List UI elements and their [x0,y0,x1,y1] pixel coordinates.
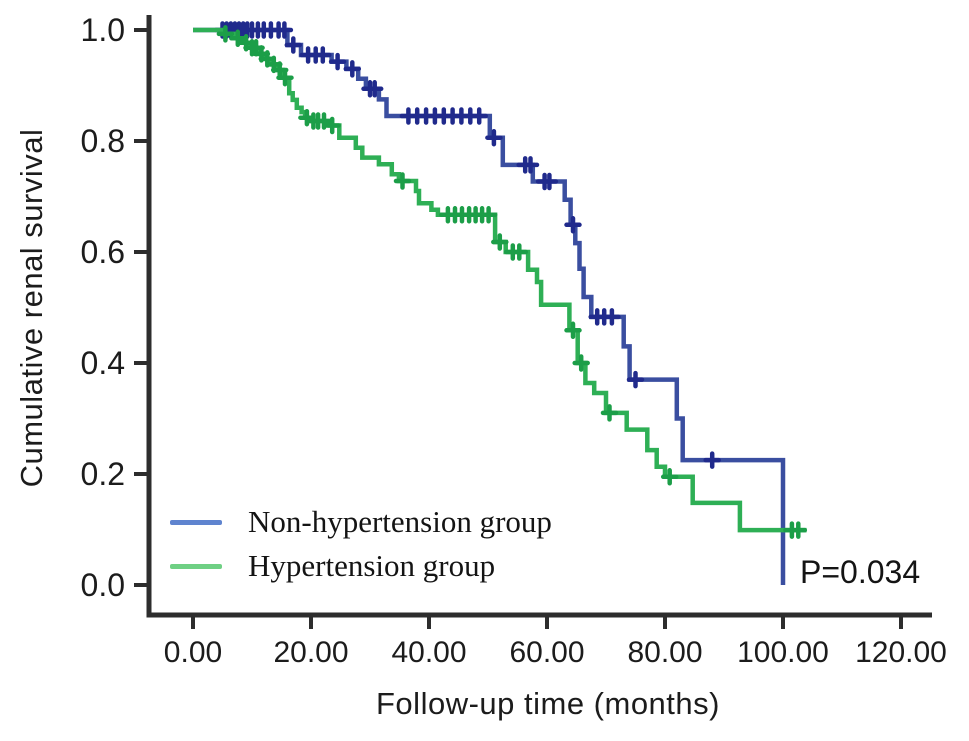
x-tick-label: 100.00 [737,636,829,669]
x-tick-label: 40.00 [391,636,466,669]
legend-row: Non-hypertension group [170,500,552,544]
y-tick-label: 0.8 [81,123,125,159]
x-tick-label: 120.00 [855,636,947,669]
y-tick-label: 0.2 [81,456,125,492]
legend-swatch [170,519,222,525]
legend: Non-hypertension group Hypertension group [170,500,552,588]
legend-label: Hypertension group [248,548,496,583]
y-axis-title: Cumulative renal survival [14,128,49,488]
survival-curve [193,27,807,533]
legend-label: Non-hypertension group [248,504,552,539]
legend-row: Hypertension group [170,544,552,588]
x-tick-label: 60.00 [509,636,584,669]
x-tick-label: 20.00 [273,636,348,669]
x-tick-label: 80.00 [627,636,702,669]
censor-marks [216,25,808,539]
x-tick-label: 0.00 [164,636,222,669]
y-tick-label: 0.4 [81,345,125,381]
legend-swatch [170,563,222,569]
survival-curve [193,27,786,585]
y-tick-label: 0.6 [81,234,125,270]
y-tick-label: 1.0 [81,12,125,48]
x-axis-title: Follow-up time (months) [376,686,720,721]
y-tick-label: 0.0 [81,567,125,603]
p-value-annotation: P=0.034 [800,554,921,590]
